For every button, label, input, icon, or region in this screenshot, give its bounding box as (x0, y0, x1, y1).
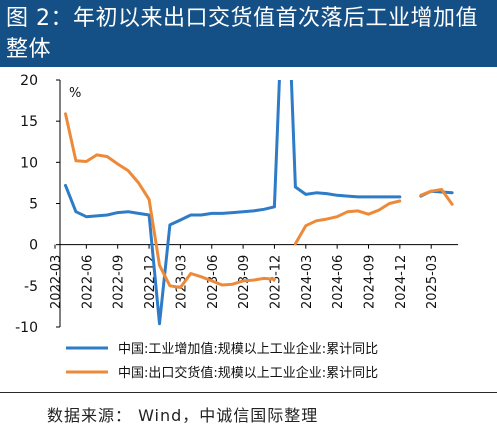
y-tick-label: -5 (24, 279, 38, 295)
source-note: 数据来源： Wind，中诚信国际整理 (47, 406, 319, 425)
x-tick-label: 2024-06 (331, 255, 346, 309)
chart-title: 图 2：年初以来出口交货值首次落后工业增加值整体 (6, 6, 478, 62)
x-tick-label: 2025-03 (425, 255, 440, 309)
title-bar: 图 2：年初以来出口交货值首次落后工业增加值整体 (0, 0, 497, 67)
y-tick-label: -10 (15, 320, 38, 336)
legend-label-2: 中国:出口交货值:规模以上工业企业:累计同比 (118, 365, 378, 381)
x-tick-label: 2022-06 (80, 255, 95, 309)
series-lines (64, 79, 454, 326)
y-tick-label: 10 (20, 155, 38, 171)
x-tick-label: 2022-03 (49, 255, 64, 309)
legend-label-1: 中国:工业增加值:规模以上工业企业:累计同比 (118, 341, 378, 357)
x-tick-label: 2024-03 (300, 255, 315, 309)
legend: 中国:工业增加值:规模以上工业企业:累计同比中国:出口交货值:规模以上工业企业:… (66, 341, 378, 381)
x-tick-label: 2024-09 (363, 255, 378, 309)
x-tick-label: 2023-12 (268, 255, 283, 309)
y-tick-label: 15 (20, 114, 38, 130)
series-line-2 (64, 112, 454, 289)
footer-divider (0, 392, 497, 393)
series-line-1-spike (272, 79, 297, 207)
y-tick-label: 5 (29, 197, 38, 213)
x-tick-label: 2023-03 (174, 255, 189, 309)
x-tick-label: 2022-09 (112, 255, 127, 309)
y-axis-unit: % (69, 86, 81, 101)
y-tick-label: 0 (29, 238, 38, 254)
y-tick-label: 20 (20, 73, 38, 89)
x-tick-label: 2024-12 (394, 255, 409, 309)
